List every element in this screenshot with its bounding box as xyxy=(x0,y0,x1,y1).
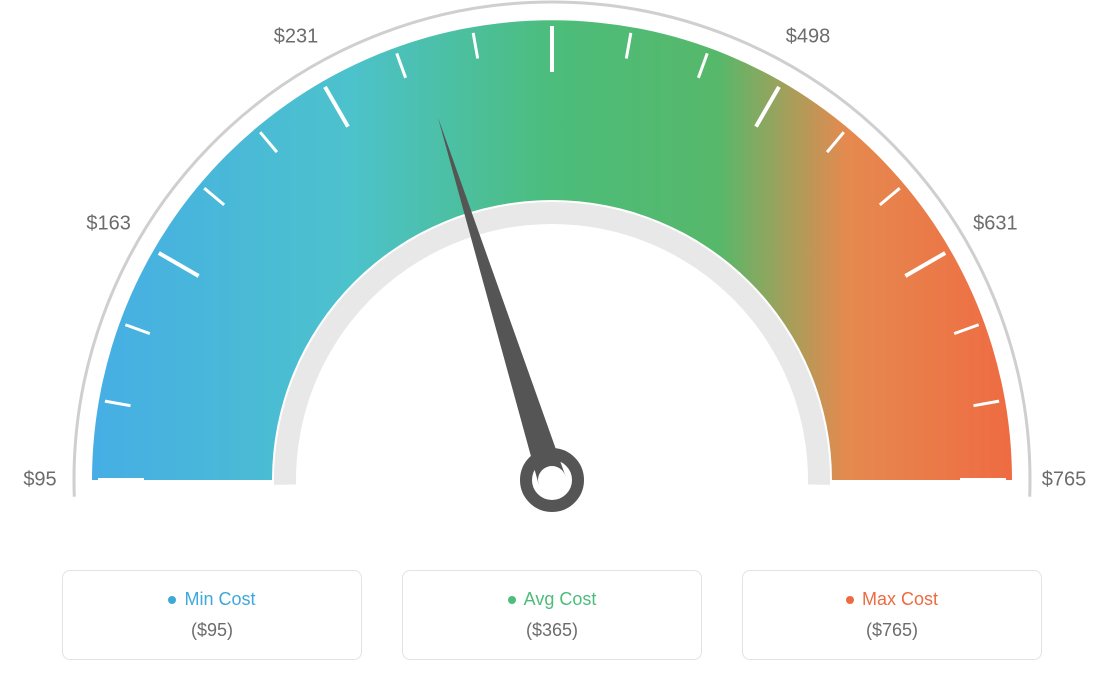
gauge-tick-label: $498 xyxy=(786,25,831,48)
gauge-tick-label: $631 xyxy=(973,213,1018,236)
legend-card-min: Min Cost ($95) xyxy=(62,570,362,660)
legend-value-max: ($765) xyxy=(767,620,1017,641)
legend-dot-avg xyxy=(508,596,516,604)
legend-dot-min xyxy=(168,596,176,604)
legend-title-max: Max Cost xyxy=(846,589,938,610)
legend-label-min: Min Cost xyxy=(184,589,255,610)
legend-title-min: Min Cost xyxy=(168,589,255,610)
gauge-tick-label: $95 xyxy=(23,469,56,492)
gauge-container: $95$163$231$365$498$631$765 xyxy=(0,0,1104,560)
gauge-tick-label: $231 xyxy=(274,25,319,48)
gauge-tick-label: $765 xyxy=(1042,469,1087,492)
gauge-tick-label: $163 xyxy=(86,213,131,236)
legend-title-avg: Avg Cost xyxy=(508,589,597,610)
legend-card-max: Max Cost ($765) xyxy=(742,570,1042,660)
legend-label-max: Max Cost xyxy=(862,589,938,610)
legend-card-avg: Avg Cost ($365) xyxy=(402,570,702,660)
legend-label-avg: Avg Cost xyxy=(524,589,597,610)
legend-dot-max xyxy=(846,596,854,604)
legend-value-avg: ($365) xyxy=(427,620,677,641)
gauge-chart xyxy=(0,0,1104,560)
legend-value-min: ($95) xyxy=(87,620,337,641)
legend-row: Min Cost ($95) Avg Cost ($365) Max Cost … xyxy=(0,570,1104,660)
